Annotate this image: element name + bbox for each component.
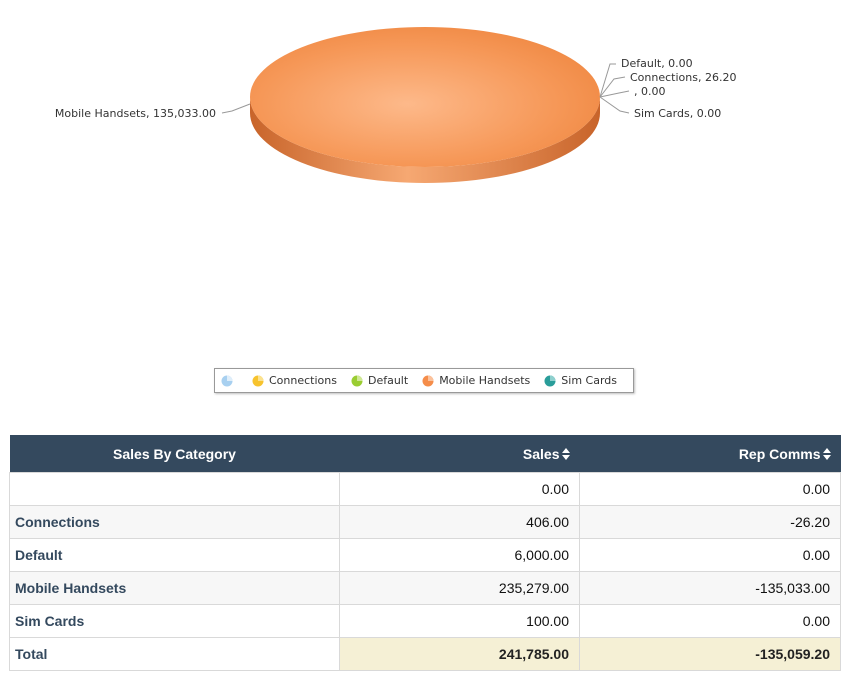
- legend-item-default[interactable]: Default: [351, 374, 408, 387]
- pie-label-connectors: [221, 63, 630, 114]
- cell-sales: 6,000.00: [339, 538, 580, 572]
- sort-icon[interactable]: [822, 447, 831, 460]
- cell-category: Mobile Handsets: [9, 571, 340, 605]
- pie-chart: Default, 0.00 Connections, 26.20 , 0.00 …: [55, 27, 736, 183]
- table-row: Mobile Handsets 235,279.00 -135,033.00: [9, 571, 841, 605]
- pie-side: [250, 97, 600, 183]
- pie-label-blank: , 0.00: [634, 85, 666, 98]
- pie-label-default: Default, 0.00: [621, 57, 693, 70]
- cell-total-sales: 241,785.00: [339, 637, 580, 671]
- pie-slice-mobile-handsets[interactable]: [250, 27, 600, 167]
- table-row: Sim Cards 100.00 0.00: [9, 604, 841, 638]
- legend-item-blank[interactable]: [221, 375, 238, 387]
- cell-rep-comms: -26.20: [579, 505, 841, 539]
- cell-category: Connections: [9, 505, 340, 539]
- pie-label-mobile-handsets: Mobile Handsets, 135,033.00: [55, 107, 216, 120]
- cell-category: Default: [9, 538, 340, 572]
- pie-chart-svg: Default, 0.00 Connections, 26.20 , 0.00 …: [55, 27, 736, 183]
- cell-sales: 0.00: [339, 472, 580, 506]
- legend-label: Connections: [269, 374, 337, 387]
- pie-swatch-icon: [544, 375, 556, 386]
- table-row: Connections 406.00 -26.20: [9, 505, 841, 539]
- legend-label: Sim Cards: [561, 374, 617, 387]
- sales-table-container: Sales By Category Sales Rep Comms 0.00 0…: [9, 435, 841, 671]
- legend-item-connections[interactable]: Connections: [252, 374, 337, 387]
- header-category-label: Sales By Category: [113, 445, 236, 462]
- chart-legend: Connections Default Mobile Handsets Sim …: [214, 368, 634, 393]
- legend-item-sim-cards[interactable]: Sim Cards: [544, 374, 617, 387]
- header-rep-comms-sortable[interactable]: Rep Comms: [579, 435, 841, 473]
- table-row: 0.00 0.00: [9, 472, 841, 506]
- cell-sales: 235,279.00: [339, 571, 580, 605]
- cell-sales: 406.00: [339, 505, 580, 539]
- pie-swatch-icon: [252, 375, 264, 386]
- cell-rep-comms: -135,033.00: [579, 571, 841, 605]
- legend-label: Default: [367, 374, 409, 387]
- cell-total-label: Total: [9, 637, 340, 671]
- table-total-row: Total 241,785.00 -135,059.20: [9, 637, 841, 671]
- cell-rep-comms: 0.00: [579, 472, 841, 506]
- header-rep-comms-label: Rep Comms: [738, 445, 821, 462]
- header-sales-sortable[interactable]: Sales: [339, 435, 580, 473]
- legend-item-mobile-handsets[interactable]: Mobile Handsets: [422, 374, 530, 387]
- pie-swatch-icon: [422, 375, 434, 386]
- cell-category: [9, 472, 340, 506]
- sales-by-category-table: Sales By Category Sales Rep Comms 0.00 0…: [9, 435, 841, 671]
- table-header-row: Sales By Category Sales Rep Comms: [9, 435, 841, 473]
- cell-sales: 100.00: [339, 604, 580, 638]
- header-sales-label: Sales: [522, 445, 560, 462]
- pie-label-sim-cards: Sim Cards, 0.00: [634, 107, 721, 120]
- sort-icon[interactable]: [561, 447, 570, 460]
- cell-rep-comms: 0.00: [579, 604, 841, 638]
- pie-swatch-icon: [351, 375, 363, 386]
- header-category: Sales By Category: [9, 435, 340, 473]
- cell-category: Sim Cards: [9, 604, 340, 638]
- pie-swatch-icon: [221, 375, 233, 386]
- legend-label: Mobile Handsets: [439, 374, 531, 387]
- cell-rep-comms: 0.00: [579, 538, 841, 572]
- table-row: Default 6,000.00 0.00: [9, 538, 841, 572]
- cell-total-rep-comms: -135,059.20: [579, 637, 841, 671]
- pie-label-connections: Connections, 26.20: [630, 71, 736, 84]
